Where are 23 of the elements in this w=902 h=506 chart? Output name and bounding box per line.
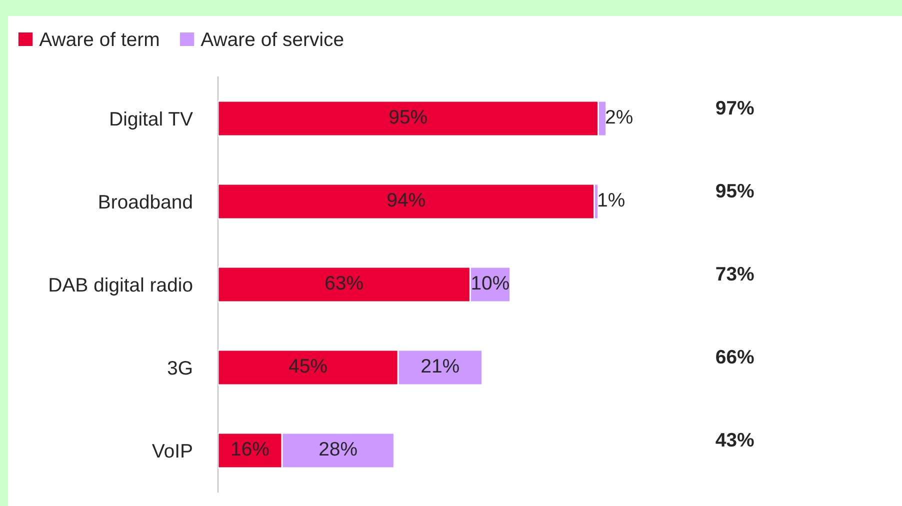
legend-label: Aware of service [200,32,344,46]
data-label: 95% [390,110,427,124]
bar [218,183,595,220]
data-label: 16% [232,442,269,456]
text: 43% [716,432,754,447]
y-tick-label: DAB digital radio [50,277,192,296]
y-tick-label: Broadband [99,194,192,209]
text: 97% [716,100,754,115]
y-tick-label: VoIP [152,444,192,458]
data-label: 45% [289,359,327,373]
data-label: 10% [472,276,509,290]
text: 95% [716,184,754,198]
text: 73% [716,266,754,281]
data-label: 63% [326,276,363,290]
data-label: 94% [388,192,425,207]
legend-label: Aware of term [39,32,159,46]
y-tick-label: Digital TV [110,111,193,130]
data-label: 2% [606,110,632,124]
data-label: 21% [422,358,459,373]
y-tick-label: 3G [168,360,192,375]
text: 66% [716,350,754,364]
data-label: 28% [320,442,357,456]
data-label: 1% [598,193,624,207]
